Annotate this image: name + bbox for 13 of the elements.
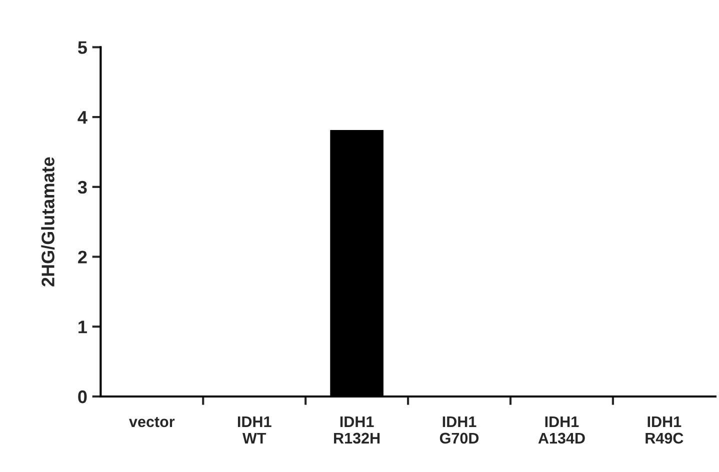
y-tick-label: 4 [78,111,88,124]
y-tick-label: 0 [78,390,87,404]
x-tick-label: IDH1 R132H [334,416,380,444]
x-tick-label: IDH1 R49C [646,416,684,444]
y-tick-label: 5 [78,41,87,54]
x-tick-label: IDH1 WT [238,416,272,444]
x-tick-label: IDH1 A134D [538,416,585,444]
y-axis-title: 2HG/Glutamate [41,157,55,286]
x-tick-label: vector [129,417,175,428]
y-tick-label: 2 [78,250,87,264]
y-tick-label: 1 [78,320,87,334]
x-tick-label: IDH1 G70D [440,416,479,444]
y-tick-label: 3 [78,180,87,194]
